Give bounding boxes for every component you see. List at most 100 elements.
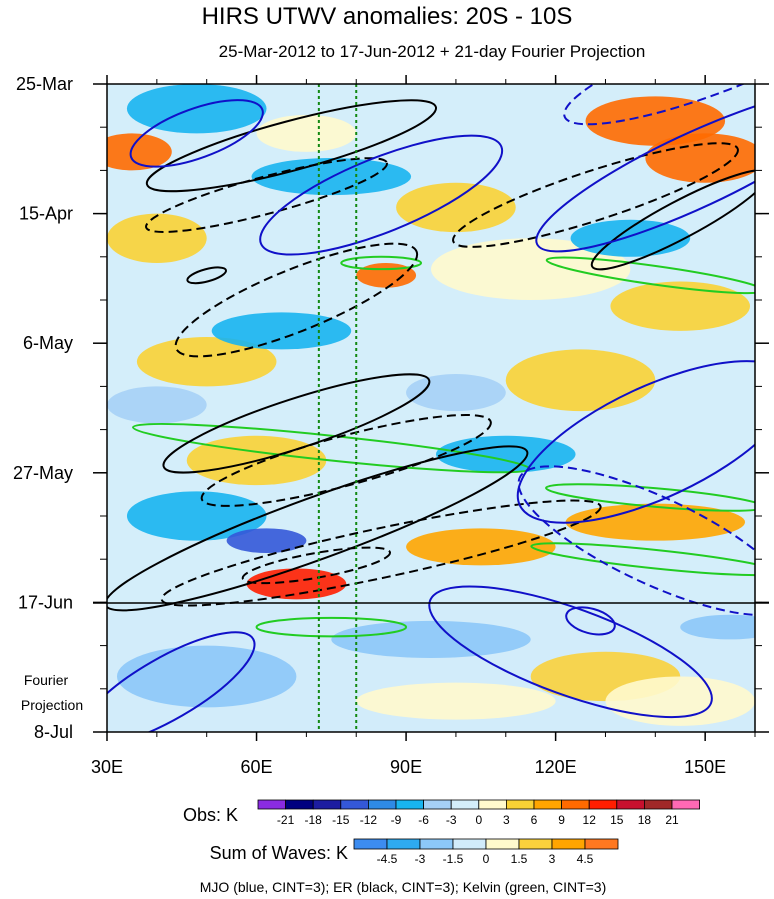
- obs-colorbar-swatch: [644, 799, 673, 810]
- obs-colorbar-level-label: 15: [610, 813, 624, 827]
- waves-colorbar-level-label: 3: [549, 852, 556, 866]
- waves-colorbar-swatch: [584, 838, 619, 850]
- obs-colorbar-swatch: [616, 799, 645, 810]
- obs-anomaly-blob: [107, 133, 172, 171]
- obs-colorbar-level-label: -15: [332, 813, 350, 827]
- x-tick-label: 120E: [535, 757, 577, 777]
- kelvin-contour: [530, 542, 755, 577]
- obs-colorbar-level-label: 6: [531, 813, 538, 827]
- waves-anomaly-blob: [680, 614, 755, 640]
- plot-area: [93, 83, 769, 733]
- obs-colorbar-swatch: [450, 799, 480, 810]
- obs-colorbar-level-label: -21: [277, 813, 295, 827]
- obs-colorbar-level-label: -18: [305, 813, 323, 827]
- waves-anomaly-blob: [331, 620, 531, 658]
- kelvin-contour: [340, 255, 423, 271]
- obs-anomaly-blob: [565, 503, 746, 541]
- y-tick-label: 6-May: [23, 333, 73, 353]
- waves-colorbar-level-label: -1.5: [443, 852, 464, 866]
- obs-colorbar-swatch: [395, 799, 425, 810]
- obs-colorbar-swatch: [561, 799, 590, 810]
- er-contour: [107, 445, 529, 612]
- waves-colorbar-level-label: 4.5: [577, 852, 594, 866]
- x-tick-label: 150E: [684, 757, 726, 777]
- kelvin-contour: [545, 256, 755, 295]
- chart-subtitle: 25-Mar-2012 to 17-Jun-2012 + 21-day Four…: [219, 42, 646, 61]
- obs-colorbar-swatch: [257, 799, 287, 810]
- obs-colorbar-level-label: -12: [360, 813, 378, 827]
- reference-longitude-lines: [317, 84, 358, 732]
- obs-anomaly-blob: [610, 281, 751, 331]
- obs-anomaly-blob: [107, 213, 207, 263]
- waves-anomaly-blob: [356, 682, 556, 720]
- obs-anomaly-blob: [585, 96, 726, 146]
- obs-anomaly-blob: [126, 84, 267, 134]
- wave-contours: [107, 84, 755, 732]
- er-contour: [145, 99, 438, 193]
- x-tick-label: 90E: [390, 757, 422, 777]
- obs-colorbar-swatch: [312, 799, 342, 810]
- obs-anomaly-blob: [406, 528, 556, 566]
- obs-colorbar-label: Obs: K: [183, 805, 238, 825]
- mjo-contour: [129, 99, 264, 168]
- waves-colorbar-swatch: [551, 838, 586, 850]
- obs-colorbar-swatch: [505, 799, 535, 810]
- waves-colorbar-swatch: [386, 838, 421, 850]
- obs-colorbar-swatch: [671, 799, 701, 810]
- mjo-contour: [517, 465, 755, 617]
- obs-anomaly-blob: [570, 219, 691, 257]
- waves-colorbar-level-label: -3: [415, 852, 426, 866]
- waves-colorbar-level-label: -4.5: [377, 852, 398, 866]
- obs-colorbar-swatch: [285, 799, 314, 810]
- mjo-contour: [107, 631, 256, 732]
- obs-anomaly-blob: [226, 528, 307, 554]
- obs-anomaly-blob: [431, 238, 631, 300]
- obs-colorbar-swatch: [478, 799, 507, 810]
- obs-anomaly-blob: [406, 374, 506, 412]
- axes: 30E 60E 90E 120E 150E 25-Mar 15-Apr 6-May 27-May…: [13, 74, 769, 777]
- obs-colorbar-level-label: 12: [583, 813, 597, 827]
- obs-colorbar-level-label: 9: [558, 813, 565, 827]
- obs-anomaly-blob: [505, 349, 656, 412]
- waves-anomaly-field: [116, 614, 755, 726]
- obs-anomaly-blob: [396, 182, 516, 233]
- obs-colorbar-swatch: [588, 799, 618, 810]
- er-contour: [174, 242, 419, 358]
- y-tick-label: 27-May: [13, 463, 73, 483]
- kelvin-contour: [545, 483, 755, 512]
- obs-colorbar-level-label: -6: [418, 813, 429, 827]
- er-contour: [200, 413, 492, 507]
- er-contour: [452, 142, 739, 248]
- obs-anomaly-blob: [107, 386, 207, 424]
- er-contour: [145, 157, 388, 233]
- obs-colorbar-swatch: [423, 799, 452, 810]
- obs-anomaly-blob: [435, 435, 576, 473]
- projection-label-line2: Projection: [21, 697, 83, 713]
- kelvin-contour: [255, 616, 408, 638]
- obs-anomaly-blob: [136, 337, 277, 387]
- waves-colorbar-level-label: 1.5: [511, 852, 528, 866]
- obs-colorbar-level-label: 3: [503, 813, 510, 827]
- waves-colorbar-level-label: 0: [483, 852, 490, 866]
- waves-colorbar-swatch: [419, 838, 454, 850]
- obs-colorbar-level-label: 0: [475, 813, 482, 827]
- obs-colorbar-swatch: [340, 799, 369, 810]
- obs-colorbar-swatch: [533, 799, 563, 810]
- obs-anomaly-blob: [256, 114, 357, 152]
- waves-colorbar-label: Sum of Waves: K: [210, 843, 348, 863]
- obs-anomaly-blob: [211, 312, 352, 350]
- chart-title: HIRS UTWV anomalies: 20S - 10S: [202, 3, 573, 30]
- x-tick-label: 30E: [91, 757, 123, 777]
- obs-colorbar-level-label: -9: [391, 813, 402, 827]
- obs-colorbar-swatch: [367, 799, 397, 810]
- waves-anomaly-blob: [605, 676, 755, 726]
- plot-frame: [106, 83, 756, 733]
- obs-colorbar-level-label: 21: [665, 813, 679, 827]
- obs-colorbar-level-label: 18: [638, 813, 652, 827]
- y-tick-label: 25-Mar: [16, 74, 73, 94]
- mjo-contour: [516, 360, 755, 524]
- mjo-contour: [428, 585, 713, 719]
- mjo-contour: [535, 88, 755, 253]
- mjo-contour: [563, 84, 755, 126]
